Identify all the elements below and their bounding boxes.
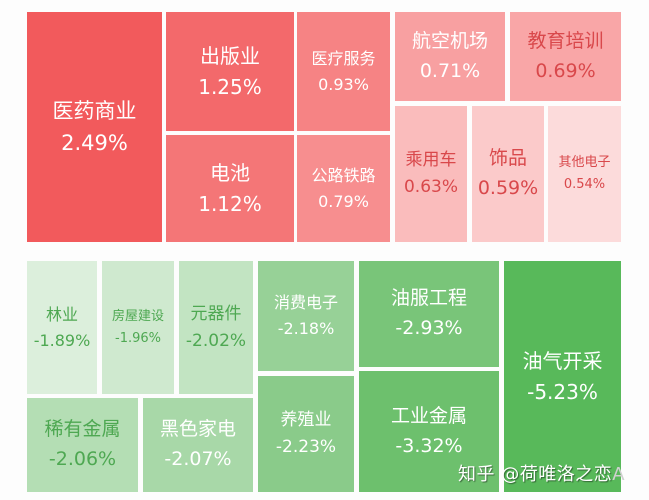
tile-value: -2.93%: [395, 317, 463, 339]
treemap-tile[interactable]: 房屋建设 -1.96%: [102, 261, 174, 394]
tile-label: 林业: [45, 304, 78, 324]
tile-label: 公路铁路: [311, 165, 376, 185]
tile-value: -2.07%: [164, 448, 232, 470]
tile-value: -2.23%: [275, 437, 337, 457]
tile-label: 饰品: [488, 147, 527, 170]
tile-label: 房屋建设: [111, 308, 164, 324]
tile-label: 稀有金属: [44, 418, 121, 441]
treemap-tile[interactable]: 教育培训 0.69%: [510, 12, 621, 101]
treemap-tile[interactable]: 稀有金属 -2.06%: [27, 398, 138, 492]
tile-value: 1.12%: [198, 191, 262, 216]
treemap-tile[interactable]: 医疗服务 0.93%: [297, 12, 390, 131]
tile-label: 医疗服务: [311, 48, 376, 68]
treemap-tile[interactable]: 元器件 -2.02%: [179, 261, 253, 394]
tile-label: 出版业: [200, 43, 260, 68]
treemap-tile[interactable]: 油服工程 -2.93%: [359, 261, 499, 367]
treemap-tile[interactable]: 林业 -1.89%: [27, 261, 97, 394]
tile-label: 乘用车: [405, 150, 457, 171]
tile-label: 医药商业: [52, 98, 137, 123]
tile-label: 电池: [210, 160, 250, 185]
tile-value: -2.06%: [48, 448, 117, 470]
tile-value: 1.25%: [198, 74, 262, 99]
tile-value: -2.02%: [185, 330, 247, 351]
tile-value: 2.49%: [61, 131, 128, 155]
tile-label: 元器件: [190, 303, 242, 324]
tile-value: -5.23%: [527, 379, 598, 404]
tile-value: -2.18%: [277, 319, 335, 338]
tile-value: -1.96%: [115, 330, 161, 346]
treemap-tile[interactable]: 航空机场 0.71%: [395, 12, 505, 101]
watermark: 知乎 @荷唯洛之恋A: [458, 460, 625, 486]
watermark-tail: A: [612, 464, 626, 485]
treemap-tile[interactable]: 工业金属 -3.32%: [359, 371, 499, 492]
treemap-tile[interactable]: 其他电子 0.54%: [548, 106, 621, 242]
treemap-tile[interactable]: 乘用车 0.63%: [395, 106, 467, 242]
treemap-tile[interactable]: 黑色家电 -2.07%: [143, 398, 253, 492]
tile-value: 0.71%: [419, 59, 481, 82]
tile-label: 工业金属: [390, 404, 467, 427]
tile-value: -1.89%: [33, 330, 91, 350]
treemap-tile[interactable]: 养殖业 -2.23%: [258, 376, 354, 492]
tile-value: 0.79%: [318, 191, 369, 211]
treemap-tile[interactable]: 医药商业 2.49%: [27, 12, 162, 242]
tile-value: 0.69%: [535, 59, 596, 82]
treemap-tile[interactable]: 油气开采 -5.23%: [504, 261, 621, 492]
tile-value: 0.54%: [563, 177, 606, 192]
tile-value: 0.59%: [477, 177, 539, 199]
tile-label: 消费电子: [273, 293, 338, 313]
tile-label: 教育培训: [527, 29, 604, 52]
treemap-tile[interactable]: 电池 1.12%: [166, 135, 294, 242]
tile-label: 航空机场: [411, 29, 488, 52]
tile-label: 油服工程: [390, 287, 467, 310]
treemap-tile[interactable]: 出版业 1.25%: [166, 12, 294, 131]
tile-label: 油气开采: [522, 348, 603, 373]
tile-value: -3.32%: [395, 434, 463, 457]
tile-label: 养殖业: [280, 410, 332, 431]
tile-value: 0.93%: [318, 74, 369, 94]
tile-label: 其他电子: [558, 155, 611, 171]
treemap-tile[interactable]: 饰品 0.59%: [472, 106, 544, 242]
tile-value: 0.63%: [403, 177, 458, 197]
tile-label: 黑色家电: [159, 418, 236, 441]
treemap-tile[interactable]: 公路铁路 0.79%: [297, 135, 390, 242]
treemap-tile[interactable]: 消费电子 -2.18%: [258, 261, 354, 371]
watermark-text: 知乎 @荷唯洛之恋: [458, 464, 613, 485]
